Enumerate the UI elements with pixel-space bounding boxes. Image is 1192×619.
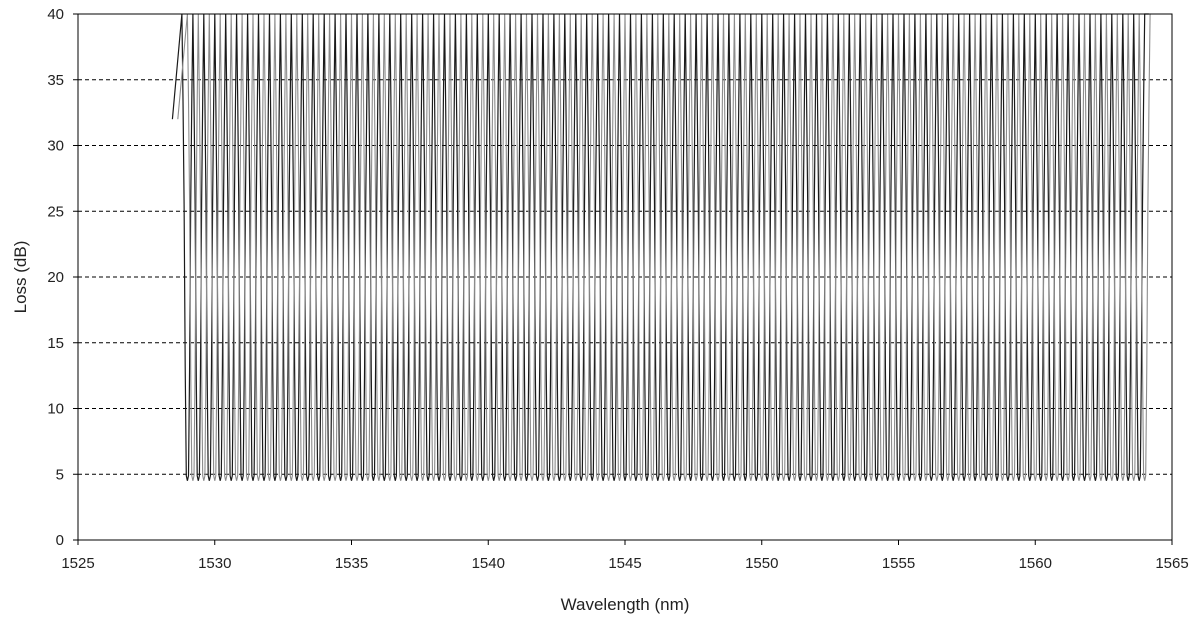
x-tick-label: 1540	[472, 555, 505, 572]
gridlines	[78, 79, 1172, 475]
y-tick-label: 10	[47, 401, 64, 418]
y-tick-label: 5	[56, 466, 64, 483]
y-tick-label: 15	[47, 335, 64, 352]
y-tick-label: 20	[47, 269, 64, 286]
series-group	[171, 13, 1155, 481]
y-tick-label: 25	[47, 203, 64, 220]
x-tick-label: 1530	[198, 555, 231, 572]
x-tick-label: 1565	[1155, 555, 1188, 572]
y-tick-label: 0	[56, 532, 64, 549]
x-axis-ticks: 1525 1530 1535 1540 1545 1550 1555 1560 1565	[61, 540, 1189, 572]
x-tick-label: 1550	[745, 555, 778, 572]
x-tick-label: 1560	[1019, 555, 1052, 572]
series-line-2	[177, 13, 1155, 481]
y-axis-title: Loss (dB)	[11, 241, 30, 314]
y-tick-label: 35	[47, 72, 64, 89]
x-tick-label: 1545	[608, 555, 641, 572]
x-axis-title: Wavelength (nm)	[561, 595, 690, 614]
x-tick-label: 1555	[882, 555, 915, 572]
x-tick-label: 1535	[335, 555, 368, 572]
x-tick-label: 1525	[61, 555, 94, 572]
y-axis-ticks: 0 5 10 15 20 25 30 35 40	[47, 6, 78, 549]
y-tick-label: 40	[47, 6, 64, 23]
y-tick-label: 30	[47, 138, 64, 155]
